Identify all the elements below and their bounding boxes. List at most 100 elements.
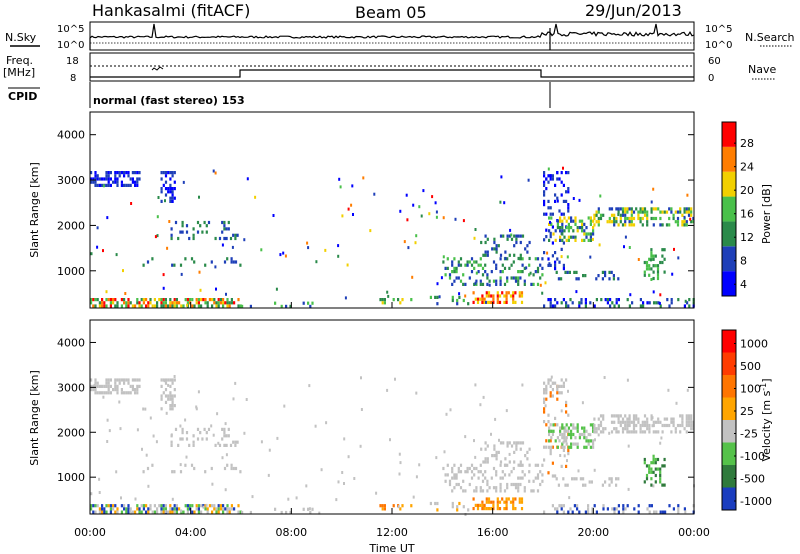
scatter-cell bbox=[254, 195, 257, 199]
scatter-cell bbox=[519, 240, 522, 245]
scatter-cell bbox=[656, 276, 660, 281]
scatter-cell bbox=[227, 427, 230, 431]
scatter-cell bbox=[125, 183, 128, 187]
scatter-cell bbox=[562, 448, 565, 452]
scatter-cell bbox=[446, 257, 449, 261]
scatter-cell bbox=[459, 263, 463, 267]
scatter-cell bbox=[630, 220, 633, 224]
scatter-cell bbox=[499, 486, 502, 490]
scatter-cell bbox=[480, 240, 483, 245]
scatter-cell bbox=[105, 384, 108, 388]
scatter-cell bbox=[495, 454, 498, 458]
scatter-cell bbox=[486, 276, 489, 280]
scatter-cell bbox=[498, 294, 502, 298]
velocity-colorbar-tick: 1000 bbox=[740, 338, 768, 351]
scatter-cell bbox=[517, 441, 520, 445]
scatter-cell bbox=[233, 507, 236, 511]
scatter-cell bbox=[512, 482, 515, 487]
scatter-cell bbox=[567, 235, 570, 239]
scatter-cell bbox=[610, 420, 614, 424]
scatter-cell bbox=[130, 511, 133, 515]
scatter-cell bbox=[576, 229, 579, 233]
scatter-cell bbox=[525, 266, 528, 270]
scatter-cell bbox=[157, 196, 160, 199]
scatter-cell bbox=[654, 430, 658, 434]
scatter-cell bbox=[487, 291, 491, 295]
scatter-cell bbox=[512, 291, 515, 295]
scatter-cell bbox=[476, 300, 480, 304]
scatter-cell bbox=[472, 291, 475, 295]
scatter-cell bbox=[160, 190, 163, 194]
scatter-cell bbox=[543, 391, 546, 395]
cpid-label: CPID bbox=[8, 90, 37, 103]
scatter-cell bbox=[167, 190, 170, 194]
scatter-cell bbox=[573, 477, 576, 481]
scatter-cell bbox=[475, 271, 478, 275]
scatter-cell bbox=[181, 230, 184, 234]
scatter-cell bbox=[92, 298, 95, 302]
scatter-cell bbox=[451, 295, 454, 299]
scatter-cell bbox=[90, 301, 93, 305]
scatter-cell bbox=[160, 384, 163, 388]
scatter-cell bbox=[444, 266, 447, 270]
scatter-cell bbox=[225, 453, 228, 457]
scatter-cell bbox=[593, 427, 596, 431]
scatter-cell bbox=[434, 295, 437, 299]
scatter-cell bbox=[556, 196, 559, 200]
scatter-cell bbox=[459, 463, 463, 467]
scatter-cell bbox=[567, 413, 570, 417]
scatter-cell bbox=[446, 473, 449, 477]
scatter-cell bbox=[657, 207, 660, 211]
frequency-strip: Freq. [MHz] 18 8 60 0 Nave bbox=[3, 52, 776, 84]
scatter-cell bbox=[666, 298, 669, 302]
scatter-cell bbox=[692, 423, 695, 428]
scatter-cell bbox=[136, 378, 139, 382]
scatter-cell bbox=[548, 445, 551, 449]
scatter-cell bbox=[643, 423, 647, 428]
scatter-cell bbox=[576, 507, 579, 511]
scatter-cell bbox=[683, 207, 686, 211]
scatter-cell bbox=[96, 226, 99, 230]
scatter-cell bbox=[109, 510, 112, 514]
scatter-cell bbox=[464, 470, 467, 474]
scatter-cell bbox=[180, 509, 183, 513]
scatter-cell bbox=[587, 238, 590, 242]
scatter-cell bbox=[610, 213, 614, 217]
scatter-cell bbox=[560, 301, 563, 305]
scatter-cell bbox=[105, 381, 108, 385]
scatter-cell bbox=[477, 263, 480, 267]
scatter-cell bbox=[661, 260, 664, 265]
scatter-cell bbox=[626, 423, 629, 428]
scatter-cell bbox=[173, 404, 176, 408]
scatter-cell bbox=[687, 414, 691, 418]
power-colorbar-tick: 4 bbox=[740, 278, 747, 291]
scatter-cell bbox=[173, 196, 176, 200]
scatter-cell bbox=[125, 301, 128, 305]
scatter-cell bbox=[628, 223, 631, 227]
scatter-cell bbox=[635, 207, 638, 211]
scatter-cell bbox=[565, 436, 568, 440]
scatter-cell bbox=[503, 201, 506, 205]
scatter-cell bbox=[506, 257, 509, 261]
scatter-cell bbox=[549, 423, 552, 427]
scatter-cell bbox=[679, 207, 682, 211]
scatter-cell bbox=[551, 174, 554, 178]
scatter-cell bbox=[215, 301, 218, 305]
scatter-cell bbox=[524, 247, 527, 251]
scatter-cell bbox=[211, 298, 214, 302]
scatter-cell bbox=[556, 177, 559, 181]
nsky-trace bbox=[89, 23, 695, 50]
scatter-cell bbox=[234, 236, 237, 241]
scatter-cell bbox=[622, 510, 625, 514]
scatter-cell bbox=[120, 496, 122, 500]
scatter-cell bbox=[637, 210, 640, 214]
scatter-cell bbox=[606, 507, 609, 511]
scatter-cell bbox=[650, 200, 653, 204]
scatter-cell bbox=[178, 507, 181, 511]
scatter-cell bbox=[473, 473, 476, 477]
scatter-cell bbox=[102, 184, 105, 188]
scatter-cell bbox=[484, 460, 487, 464]
scatter-cell bbox=[510, 233, 513, 237]
scatter-cell bbox=[464, 282, 467, 286]
scatter-cell bbox=[517, 476, 520, 480]
